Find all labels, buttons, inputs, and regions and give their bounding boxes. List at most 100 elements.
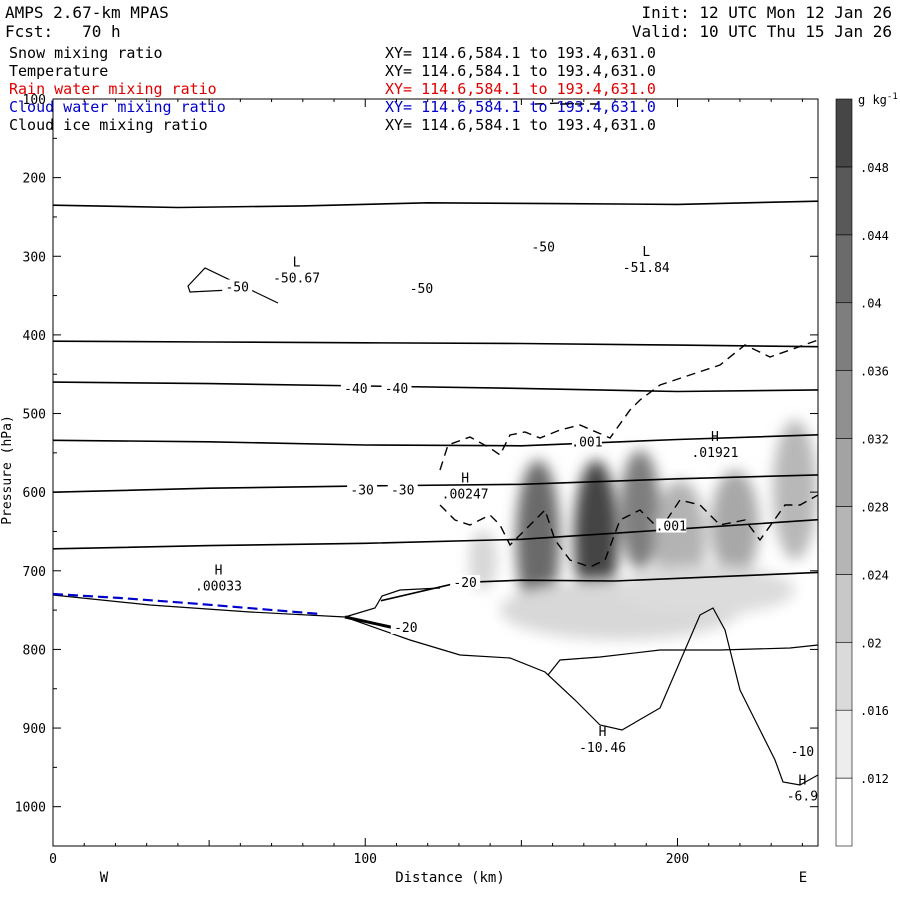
init-time: Init: 12 UTC Mon 12 Jan 26 (641, 3, 892, 22)
cloud-ice-dashed (439, 339, 818, 471)
x-axis-label: Distance (km) (395, 870, 505, 886)
extremum-value: -10.46 (579, 741, 626, 756)
y-tick-label: 100 (23, 93, 46, 108)
y-tick-label: 600 (23, 486, 46, 501)
contour-label-bg (340, 380, 371, 395)
temperature-contour (53, 474, 818, 493)
extremum-mark: L (642, 245, 650, 260)
valid-time: Valid: 10 UTC Thu 15 Jan 26 (631, 22, 892, 41)
snow-20-contour (344, 587, 441, 618)
contour-label: -50 (225, 281, 248, 296)
colorbar-swatch (835, 506, 853, 575)
y-tick-label: 400 (23, 329, 46, 344)
direction-east: E (799, 870, 807, 886)
plot-frame (52, 98, 819, 847)
colorbar-swatch (835, 234, 853, 304)
contour-label-bg (787, 744, 818, 759)
y-tick-label: 700 (23, 565, 46, 580)
colorbar-tick-label: .044 (860, 229, 889, 243)
inner-contour (547, 644, 818, 676)
y-tick-label: 200 (23, 172, 46, 187)
contour-label: -20 (453, 576, 476, 591)
contour-label: -30 (350, 483, 373, 498)
contour-label-bg (450, 575, 481, 590)
contour-label: -40 (385, 382, 408, 397)
contour-label-bg (528, 239, 559, 254)
contour-label-bg (406, 281, 437, 296)
snow-mixing-ratio-shading (469, 420, 817, 640)
colorbar-swatch (835, 370, 853, 439)
contour-label: -50 (531, 240, 554, 255)
terrain-and-cloud-lines (53, 102, 818, 786)
terrain-line (53, 594, 818, 786)
colorbar-tick-label: .048 (860, 161, 889, 175)
colorbar: .012 .016 .02 .024 .028 .032 .036 .04 .044 .048 g… (835, 92, 898, 847)
temperature-contour (53, 434, 818, 447)
field-name: Cloud ice mixing ratio (9, 116, 208, 134)
colorbar-swatch (835, 641, 853, 711)
temperature-contour (380, 571, 818, 602)
axes: 100 200 300 400 500 600 700 800 900 1000 0 100 200 (15, 93, 818, 867)
colorbar-swatch (835, 438, 853, 507)
contour-label: -40 (344, 382, 367, 397)
contour-label: -10 (791, 745, 814, 760)
cloud-water-dashed (53, 592, 321, 616)
y-tick-label: 1000 (15, 801, 46, 816)
field-xy: XY= 114.6,584.1 to 193.4,631.0 (385, 80, 656, 98)
temperature-contour (53, 381, 818, 393)
x-tick-label: 200 (666, 852, 689, 867)
temperature-contours (53, 200, 818, 602)
temperature-contour (53, 200, 818, 209)
svg-text:g kg-1: g kg-1 (858, 92, 898, 107)
y-tick-label: 800 (23, 643, 46, 658)
colorbar-swatch (835, 574, 853, 643)
colorbar-swatch (835, 777, 853, 847)
colorbar-swatch (835, 166, 853, 236)
colorbar-tick-label: .028 (860, 500, 889, 514)
colorbar-tick-label: .02 (860, 636, 882, 650)
colorbar-units: g kg (858, 93, 887, 107)
contour-label: -30 (391, 483, 414, 498)
extremum-value: -51.84 (623, 261, 670, 276)
contour-label-bg (381, 380, 412, 395)
field-name: Rain water mixing ratio (9, 80, 217, 98)
field-xy: XY= 114.6,584.1 to 193.4,631.0 (385, 44, 656, 62)
chart-annotations: L-50.67L-51.84H.01921H.00247H.00033H-10.… (195, 239, 818, 805)
extremum-mark: H (599, 725, 607, 740)
colorbar-units-exp: -1 (887, 92, 898, 102)
contour-label: .001 (656, 520, 687, 535)
field-name: Temperature (9, 62, 109, 80)
contour-label-bg (347, 482, 378, 497)
extremum-value: .00247 (442, 488, 489, 503)
y-tick-label: 500 (23, 408, 46, 423)
extremum-mark: H (461, 472, 469, 487)
contour-label-bg (387, 482, 418, 497)
contour-label-bg (390, 619, 421, 634)
forecast-hour: Fcst: 70 h (5, 22, 121, 41)
contour-label-bg (571, 434, 602, 449)
contour-label: .001 (571, 435, 602, 450)
field-xy: XY= 114.6,584.1 to 193.4,631.0 (385, 98, 656, 116)
colorbar-tick-label: .012 (860, 772, 889, 786)
top-dashed-blobs (534, 102, 600, 105)
field-name: Cloud water mixing ratio (9, 98, 226, 116)
extremum-mark: H (215, 564, 223, 579)
colorbar-tick-label: .04 (860, 297, 882, 311)
extremum-mark: H (798, 774, 806, 789)
colorbar-swatch (835, 709, 853, 779)
y-tick-label: 900 (23, 722, 46, 737)
extremum-value: -6.9 (787, 790, 818, 805)
extremum-value: .00033 (195, 580, 242, 595)
model-title: AMPS 2.67-km MPAS (5, 3, 169, 22)
field-xy: XY= 114.6,584.1 to 193.4,631.0 (385, 62, 656, 80)
direction-west: W (100, 870, 109, 886)
extremum-mark: H (711, 430, 719, 445)
colorbar-swatch (835, 98, 853, 168)
y-tick-label: 300 (23, 250, 46, 265)
cloud-ice-dashed-lower (439, 494, 818, 568)
contour-label: -20 (394, 621, 417, 636)
y-axis-label: Pressure (hPa) (0, 415, 15, 525)
colorbar-tick-label: .024 (860, 568, 889, 582)
colorbar-tick-label: .036 (860, 365, 889, 379)
